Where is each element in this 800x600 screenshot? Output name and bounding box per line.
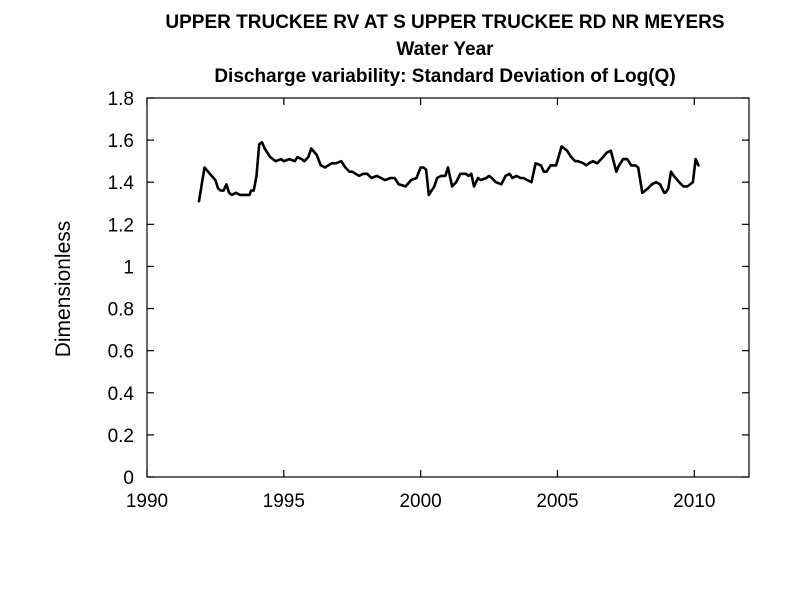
x-tick-label-2: 2000: [399, 491, 441, 512]
axis-ticks: [146, 97, 749, 478]
y-tick-label-1: 0.2: [108, 426, 134, 447]
y-tick-label-9: 1.8: [108, 89, 134, 110]
series-line-0: [197, 140, 700, 203]
y-axis-label: Dimensionless: [52, 221, 75, 358]
chart-subtitle: Water Year: [396, 39, 494, 60]
y-tick-label-5: 1: [123, 257, 134, 278]
y-tick-label-0: 0: [123, 468, 134, 489]
y-tick-label-6: 1.2: [108, 215, 134, 236]
y-tick-label-7: 1.4: [108, 173, 135, 194]
y-tick-label-4: 0.8: [108, 300, 134, 321]
x-tick-label-0: 1990: [126, 491, 168, 512]
plot-frame: [146, 97, 750, 478]
x-tick-label-4: 2010: [673, 491, 715, 512]
chart-title: UPPER TRUCKEE RV AT S UPPER TRUCKEE RD N…: [165, 12, 725, 33]
y-tick-label-2: 0.4: [108, 384, 135, 405]
chart-subtitle-2: Discharge variability: Standard Deviatio…: [214, 66, 676, 87]
tick-labels: 1990 1995 2000 2005 2010 0 0.2 0.4 0.6 0.8 1 1.2 1.4…: [108, 89, 716, 512]
x-tick-label-3: 2005: [536, 491, 578, 512]
y-tick-label-3: 0.6: [108, 342, 134, 363]
x-tick-label-1: 1995: [263, 491, 305, 512]
y-tick-label-8: 1.6: [108, 131, 134, 152]
series-group: [197, 140, 700, 203]
